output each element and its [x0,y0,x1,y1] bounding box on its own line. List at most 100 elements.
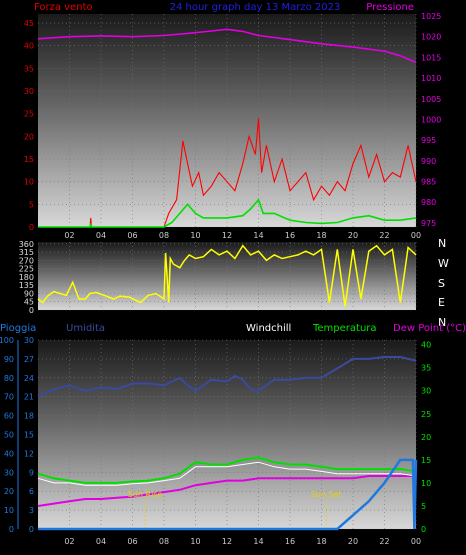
humidity-tick-label: 21 [24,393,34,402]
rain-tick-label: 100 [0,336,14,345]
direction-tick-label: 90 [24,289,34,298]
direction-tick-label: 270 [19,256,34,265]
rain-tick-label: 0 [9,525,14,534]
temperature-line [37,456,417,484]
compass-label: W [438,257,449,270]
chart-title: 24 hour graph day 13 Marzo 2023 [170,2,341,13]
legend-dewpoint: Dew Point (°C) [393,323,466,334]
sun-marker-label: Sun Set [311,490,342,499]
pressure-tick-label: 990 [421,157,436,166]
wind-speed-tick-label: 45 [24,19,34,28]
temp-time-tick-label: 14 [253,537,263,546]
humidity-tick-label: 6 [29,487,34,496]
wind-time-tick-label: 14 [253,231,263,240]
pressure-tick-label: 1005 [421,95,441,104]
series-layer [37,28,418,531]
wind-speed-line [38,198,417,228]
direction-tick-label: 225 [19,265,34,274]
wind-time-tick-label: 22 [379,231,389,240]
wind-time-tick-label: 04 [96,231,106,240]
compass-label: S [438,277,445,290]
wind-plot-area [38,14,416,227]
temp-time-tick-label: 22 [379,537,389,546]
pressure-tick-label: 995 [421,136,436,145]
temperature-tick-label: 0 [421,525,426,534]
compass-label: N [438,237,446,250]
wind-speed-tick-label: 15 [24,155,34,164]
humidity-tick-label: 12 [24,449,34,458]
rain-tick-label: 90 [4,355,14,364]
temp-time-tick-label: 20 [348,537,358,546]
pressure-tick-label: 1000 [421,115,441,124]
pressure-tick-label: 975 [421,219,436,228]
temperature-tick-label: 10 [421,479,431,488]
tick-label-layer: 0510152025303540459759809859909951000100… [0,12,449,546]
wind-speed-tick-label: 10 [24,178,34,187]
direction-tick-label: 315 [19,248,34,257]
wind-speed-tick-label: 40 [24,42,34,51]
humidity-tick-label: 9 [29,468,34,477]
rain-tick-label: 70 [4,393,14,402]
wind-time-tick-label: 16 [285,231,295,240]
direction-tick-label: 45 [24,298,34,307]
humidity-tick-label: 3 [29,506,34,515]
wind-speed-tick-label: 20 [24,132,34,141]
temperature-tick-label: 35 [421,364,431,373]
rain-tick-label: 80 [4,374,14,383]
temp-plot-area [38,340,416,529]
temp-time-tick-label: 12 [222,537,232,546]
humidity-tick-label: 18 [24,412,34,421]
temp-time-tick-label: 00 [411,537,421,546]
temperature-tick-label: 30 [421,387,431,396]
wind-time-tick-label: 08 [159,231,169,240]
dewpoint-line [37,475,416,507]
legend-temperature: Temperatura [312,323,377,334]
wind-gust-line [38,118,417,228]
humidity-tick-label: 27 [24,355,34,364]
direction-tick-label: 180 [19,273,34,282]
legend-windchill: Windchill [246,323,291,334]
wind-speed-tick-label: 25 [24,110,34,119]
pressure-line [37,28,417,64]
humidity-tick-label: 24 [24,374,34,383]
wind-time-tick-label: 00 [411,231,421,240]
right-axis-title: Pressione [366,2,414,13]
wind-time-tick-label: 12 [222,231,232,240]
humidity-tick-label: 0 [29,525,34,534]
pressure-tick-label: 980 [421,198,436,207]
temperature-tick-label: 15 [421,456,431,465]
wind-speed-tick-label: 5 [29,200,34,209]
wind-time-tick-label: 20 [348,231,358,240]
rain-tick-label: 40 [4,449,14,458]
wind-time-tick-label: 10 [190,231,200,240]
temperature-tick-label: 5 [421,502,426,511]
pressure-tick-label: 1025 [421,12,441,21]
rain-line [38,458,418,531]
rain-tick-label: 30 [4,468,14,477]
temp-time-tick-label: 18 [316,537,326,546]
temp-time-tick-label: 02 [64,537,74,546]
compass-label: N [438,316,446,329]
temp-time-tick-label: 04 [96,537,106,546]
rain-tick-label: 50 [4,431,14,440]
wind-time-tick-label: 18 [316,231,326,240]
left-axis-title: Forza vento [34,2,93,13]
wind-time-tick-label: 02 [64,231,74,240]
wind-speed-tick-label: 0 [29,223,34,232]
temperature-tick-label: 20 [421,433,431,442]
wind-speed-tick-label: 30 [24,87,34,96]
pressure-tick-label: 1010 [421,74,441,83]
direction-tick-label: 0 [29,306,34,315]
temperature-tick-label: 25 [421,410,431,419]
sun-marker-label: Sun Rise [128,490,163,499]
legend-rain: Pioggia [0,323,36,334]
pressure-tick-label: 1015 [421,53,441,62]
compass-label: E [438,296,445,309]
temp-time-tick-label: 08 [159,537,169,546]
temperature-tick-label: 40 [421,341,431,350]
windchill-line [37,461,417,486]
direction-tick-label: 135 [19,281,34,290]
rain-tick-label: 20 [4,487,14,496]
pressure-tick-label: 985 [421,178,436,187]
